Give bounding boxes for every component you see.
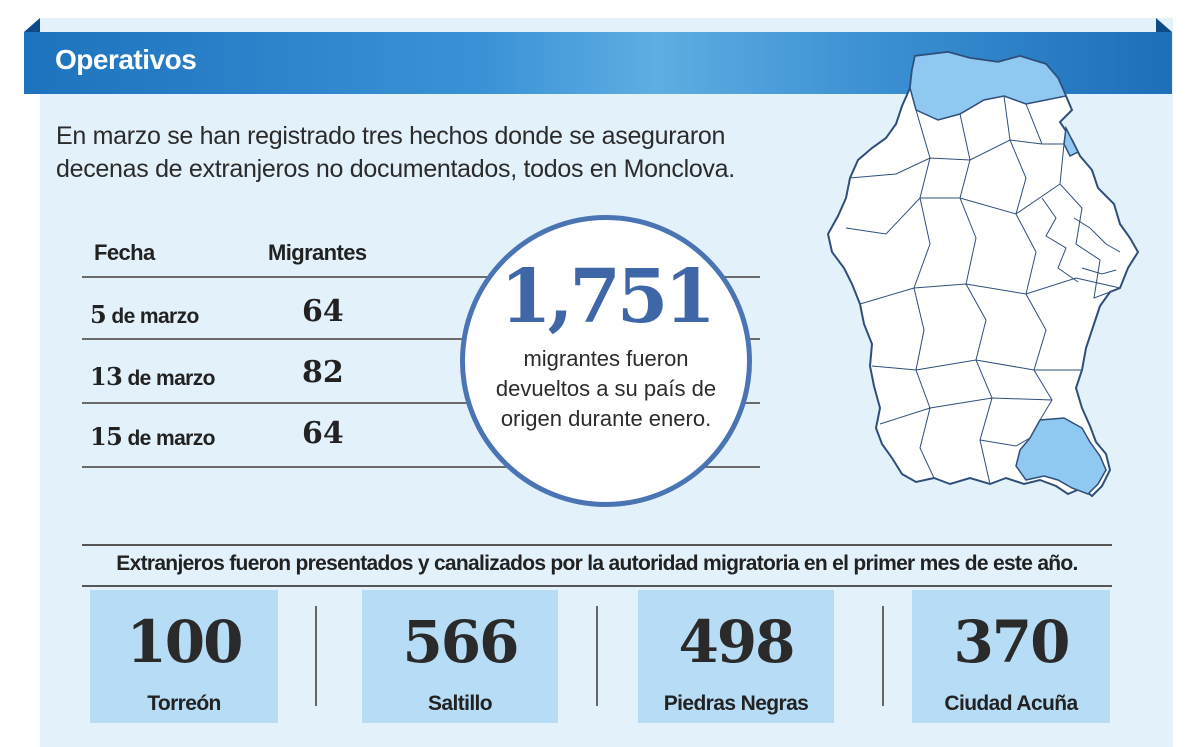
column-header-fecha: Fecha bbox=[94, 240, 155, 265]
map-internal-borders bbox=[845, 95, 1121, 485]
section-divider-bottom bbox=[82, 585, 1112, 587]
table-row-value: 64 bbox=[302, 416, 344, 451]
row-day: 15 bbox=[90, 422, 123, 451]
map-region-north bbox=[909, 51, 1068, 121]
header-fold-right bbox=[1156, 18, 1172, 32]
map-outline bbox=[826, 50, 1140, 498]
map-region-southeast bbox=[1015, 417, 1107, 495]
row-month: de marzo bbox=[127, 427, 215, 450]
column-header-migrantes: Migrantes bbox=[268, 240, 367, 265]
stat-city: Saltillo bbox=[427, 692, 493, 715]
section-divider-top bbox=[82, 544, 1112, 546]
map-region-east-strip bbox=[1063, 125, 1080, 158]
table-divider bbox=[82, 402, 760, 404]
stat-value: 498 bbox=[678, 608, 795, 676]
header-fold-left bbox=[24, 18, 40, 32]
stat-value: 370 bbox=[953, 608, 1070, 676]
highlight-circle: 1,751 migrantes fueron devueltos a su pa… bbox=[460, 215, 752, 507]
stat-city: Torreón bbox=[147, 692, 221, 715]
stat-divider bbox=[882, 606, 884, 706]
row-day: 13 bbox=[90, 362, 123, 391]
highlight-number: 1,751 bbox=[500, 254, 716, 340]
stat-card-torreon: 100 Torreón bbox=[90, 590, 278, 723]
header-title: Operativos bbox=[55, 44, 197, 75]
row-month: de marzo bbox=[127, 367, 215, 390]
stat-card-piedras-negras: 498 Piedras Negras bbox=[638, 590, 834, 723]
table-row-date: 15 de marzo bbox=[90, 422, 215, 451]
stat-card-saltillo: 566 Saltillo bbox=[362, 590, 558, 723]
stat-value: 100 bbox=[126, 608, 243, 676]
row-month: de marzo bbox=[111, 305, 199, 328]
stat-city: Piedras Negras bbox=[663, 692, 809, 715]
row-day: 5 bbox=[90, 300, 107, 329]
intro-text: En marzo se han registrado tres hechos d… bbox=[56, 122, 735, 183]
table-row-value: 64 bbox=[302, 294, 344, 329]
table-row-date: 13 de marzo bbox=[90, 362, 215, 391]
stat-divider bbox=[315, 606, 317, 706]
stat-value: 566 bbox=[402, 608, 519, 676]
stat-city: Ciudad Acuña bbox=[944, 692, 1078, 715]
table-row-value: 82 bbox=[302, 355, 344, 390]
table-divider bbox=[82, 338, 760, 340]
stat-divider bbox=[596, 606, 598, 706]
coahuila-map bbox=[826, 50, 1140, 498]
stat-card-ciudad-acuna: 370 Ciudad Acuña bbox=[912, 590, 1110, 723]
table-divider bbox=[82, 276, 760, 278]
table-divider bbox=[82, 466, 760, 468]
stats-caption: Extranjeros fueron presentados y canaliz… bbox=[116, 552, 1078, 575]
table-row-date: 5 de marzo bbox=[90, 300, 199, 329]
highlight-text: migrantes fueron devueltos a su país de … bbox=[495, 346, 717, 431]
